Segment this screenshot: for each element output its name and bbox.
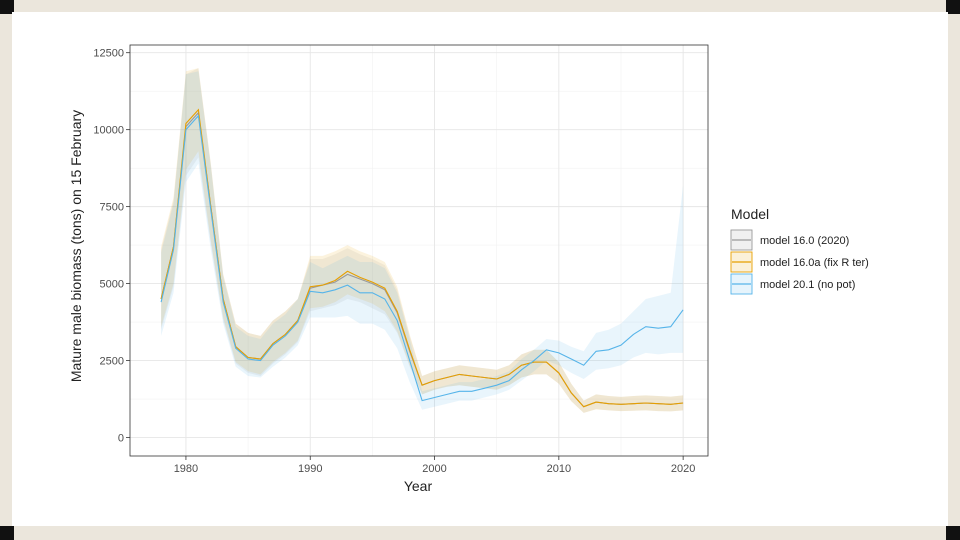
x-tick-label: 1990 <box>298 463 322 475</box>
corner-mark-bottom-right <box>946 526 960 540</box>
plot-panel-border <box>129 44 709 457</box>
corner-mark-bottom-left <box>0 526 14 540</box>
confidence-bands <box>161 68 684 413</box>
corner-mark-top-right <box>946 0 960 14</box>
x-tick-label: 1980 <box>174 463 198 475</box>
y-tick-label: 10000 <box>93 125 124 137</box>
y-tick-label: 0 <box>118 433 124 445</box>
legend-title: Model <box>731 206 769 222</box>
confidence-band-3 <box>161 71 684 410</box>
y-tick-label: 7500 <box>100 202 124 214</box>
series-line-3 <box>160 114 684 402</box>
x-tick-label: 2020 <box>671 463 695 475</box>
y-tick-label: 12500 <box>93 48 124 60</box>
grid-layer <box>130 45 708 456</box>
legend-label-1: model 16.0 (2020) <box>760 235 849 247</box>
x-tick-label: 2010 <box>547 463 571 475</box>
corner-mark-top-left <box>0 0 14 14</box>
y-axis-title: Mature male biomass (tons) on 15 Februar… <box>68 110 84 382</box>
y-tick-label: 2500 <box>100 356 124 368</box>
series-lines <box>160 108 684 408</box>
legend-label-3: model 20.1 (no pot) <box>760 279 855 291</box>
axis-ticks: 1980 1990 2000 2010 2020 0 2500 5000 7500 10000 12… <box>93 48 695 475</box>
x-tick-label: 2000 <box>422 463 446 475</box>
y-tick-label: 5000 <box>100 279 124 291</box>
x-axis-title: Year <box>404 478 433 494</box>
legend: Model model 16.0 (2020) model 16.0a (fix … <box>730 206 869 295</box>
series-line-2 <box>160 108 684 408</box>
legend-label-2: model 16.0a (fix R ter) <box>760 257 869 269</box>
